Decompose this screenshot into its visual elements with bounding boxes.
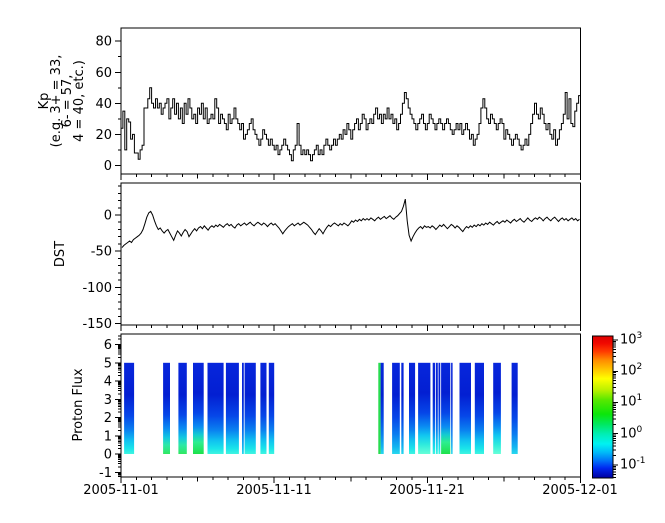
proton-flux-bar — [441, 362, 451, 454]
proton_flux-ytick-label: 5 — [104, 356, 112, 371]
proton_flux-ytick-label: 0 — [104, 448, 112, 463]
proton_flux-x-ticks — [120, 477, 581, 483]
kp-axis-label: Kp (e.g. 3+ = 33, 6- = 57, 4 = 40, etc.) — [37, 52, 87, 150]
x-tick-label-2005-12-01: 2005-12-01 — [542, 483, 618, 498]
proton_flux-ytick-label: 1 — [104, 429, 112, 444]
x-tick-label-2005-11-21: 2005-11-21 — [389, 483, 465, 498]
kp-ytick-label: 20 — [95, 128, 112, 143]
proton-flux-bar — [178, 362, 187, 454]
proton-flux-bar — [207, 362, 224, 454]
kp-trace — [121, 87, 581, 162]
colorbar-label-exp: -1 — [636, 456, 646, 466]
colorbar-label-exp: 0 — [636, 425, 643, 435]
colorbar-label-base: 10 — [620, 394, 637, 410]
colorbar-label-exp: 3 — [636, 331, 643, 341]
kp-ytick-label: 80 — [95, 35, 112, 50]
proton-flux-bars — [124, 362, 518, 454]
kp-ytick-label: 40 — [95, 97, 112, 112]
colorbar-label-base: 10 — [620, 332, 637, 348]
colorbar-label-exp: 1 — [636, 393, 643, 403]
proton-flux-bar — [493, 362, 501, 454]
proton-flux-bar — [511, 362, 518, 454]
proton-flux-axis-label: Proton Flux — [71, 368, 86, 442]
proton-flux-bar — [268, 362, 275, 454]
proton-flux-bar — [380, 362, 384, 454]
proton_flux-ytick-label: 4 — [104, 375, 112, 390]
colorbar-ticks — [613, 339, 618, 478]
proton_flux-ytick-label: 6 — [104, 338, 112, 353]
colorbar — [592, 336, 613, 478]
dst-ytick-label: 0 — [104, 208, 112, 223]
proton-flux-bar — [432, 362, 435, 454]
proton-flux-bar — [435, 362, 438, 454]
colorbar-label-exp: 2 — [636, 362, 643, 372]
dst-axis-label: DST — [53, 240, 68, 268]
dst-ytick-label: -150 — [82, 317, 112, 332]
colorbar-label-1e1: 101 — [620, 393, 642, 409]
colorbar-label-1e2: 102 — [620, 362, 642, 378]
proton-flux-bar — [225, 362, 239, 454]
proton-flux-bar — [378, 362, 381, 454]
proton_flux-ytick-label: 2 — [104, 411, 112, 426]
kp-y-ticks — [115, 40, 121, 166]
proton_flux-ytick-label: -1 — [99, 466, 112, 481]
proton_flux-y-ticks — [115, 335, 121, 477]
proton-flux-bar — [242, 362, 244, 454]
colorbar-label-base: 10 — [620, 363, 637, 379]
proton_flux-panel-frame — [120, 333, 581, 478]
proton-flux-bar — [244, 362, 256, 454]
dst-ytick-label: -100 — [82, 281, 112, 296]
proton-flux-bar — [409, 362, 416, 454]
kp-axis-label-line4: 4 = 40, etc.) — [71, 60, 87, 142]
kp-ytick-label: 0 — [104, 159, 112, 174]
colorbar-label-base: 10 — [620, 457, 637, 473]
colorbar-label-1e3: 103 — [620, 331, 642, 347]
proton-flux-bar — [163, 362, 170, 454]
proton_flux-ytick-label: 3 — [104, 393, 112, 408]
dst-panel-frame — [120, 182, 581, 326]
proton-flux-bar — [418, 362, 431, 454]
proton-flux-bar — [438, 362, 441, 454]
proton-flux-bar — [193, 362, 204, 454]
proton-flux-bar — [474, 362, 484, 454]
proton-flux-bar — [260, 362, 267, 454]
kp-ytick-label: 60 — [95, 66, 112, 81]
colorbar-label-1e-1: 10-1 — [620, 456, 646, 472]
proton-flux-bar — [459, 362, 471, 454]
proton-flux-bar — [401, 362, 404, 454]
x-tick-label-2005-11-11: 2005-11-11 — [236, 483, 312, 498]
dst-trace — [121, 198, 580, 248]
proton-flux-bar — [392, 362, 400, 454]
kp-x-ticks — [120, 174, 581, 180]
colorbar-label-1e0: 100 — [620, 425, 642, 441]
proton-flux-bar — [124, 362, 135, 454]
colorbar-label-base: 10 — [620, 426, 637, 442]
dst-y-ticks — [115, 185, 121, 325]
x-tick-label-2005-11-01: 2005-11-01 — [83, 483, 159, 498]
dst-ytick-label: -50 — [91, 245, 112, 260]
dst-x-ticks — [120, 325, 581, 331]
proton-flux-bar — [451, 362, 453, 454]
